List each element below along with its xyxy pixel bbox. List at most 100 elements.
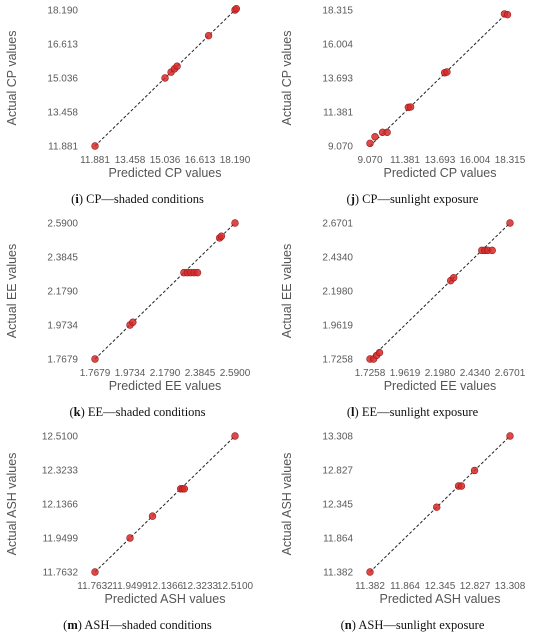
y-tick-label: 2.6701 bbox=[322, 219, 353, 230]
y-axis-title: Actual EE values bbox=[5, 244, 19, 339]
x-tick-label: 12.345 bbox=[425, 581, 456, 592]
x-tick-label: 2.4340 bbox=[460, 368, 491, 379]
x-tick-label: 1.9619 bbox=[390, 368, 421, 379]
y-tick-label: 2.4340 bbox=[322, 253, 353, 264]
x-axis-title: Predicted ASH values bbox=[105, 592, 226, 606]
caption-tag-n: n bbox=[344, 618, 352, 632]
data-point bbox=[217, 232, 226, 240]
data-point bbox=[204, 31, 213, 40]
caption-l: (l) EE—sunlight exposure bbox=[346, 405, 479, 419]
y-tick-label: 2.1980 bbox=[322, 286, 353, 297]
caption-n: (n) ASH—sunlight exposure bbox=[340, 618, 485, 632]
data-point bbox=[506, 219, 514, 227]
caption-text-l: EE—sunlight exposure bbox=[361, 405, 479, 419]
data-point bbox=[232, 5, 241, 13]
x-tick-label: 11.381 bbox=[390, 155, 420, 166]
y-tick-label: 1.7679 bbox=[47, 355, 78, 366]
data-point bbox=[383, 128, 391, 137]
y-tick-label: 13.458 bbox=[47, 108, 78, 119]
data-point bbox=[503, 10, 512, 19]
y-tick-label: 2.5900 bbox=[47, 219, 78, 230]
panel-j: 9.070 9.070 11.381 11.381 13.693 13.693 16.004… bbox=[275, 0, 550, 213]
caption-m: (m) ASH—shaded conditions bbox=[63, 618, 212, 632]
panel-m: 11.7632 11.7632 11.9499 11.9499 12.1366 12.13… bbox=[0, 426, 275, 639]
y-tick-label: 13.308 bbox=[322, 432, 353, 443]
data-point bbox=[457, 482, 466, 490]
x-tick-label: 11.881 bbox=[80, 155, 110, 166]
y-tick-label: 16.613 bbox=[47, 39, 78, 50]
x-tick-label: 16.004 bbox=[460, 155, 491, 166]
data-point bbox=[91, 142, 99, 150]
x-tick-label: 12.1366 bbox=[147, 581, 184, 592]
x-tick-label: 9.070 bbox=[357, 155, 382, 166]
data-point bbox=[443, 68, 451, 76]
caption-text-i: CP—shaded conditions bbox=[86, 192, 204, 206]
fit-line bbox=[369, 222, 511, 360]
fit-line bbox=[94, 222, 236, 360]
y-axis-title: Actual CP values bbox=[280, 31, 294, 126]
y-tick-label: 16.004 bbox=[322, 39, 353, 50]
x-tick-label: 2.5900 bbox=[220, 368, 251, 379]
x-tick-label: 13.458 bbox=[115, 155, 146, 166]
x-tick-label: 2.1980 bbox=[425, 368, 456, 379]
y-tick-label: 15.036 bbox=[47, 73, 78, 84]
caption-text-m: ASH—shaded conditions bbox=[84, 618, 212, 632]
caption-k: (k) EE—shaded conditions bbox=[69, 405, 206, 419]
caption-i: (i) CP—shaded conditions bbox=[71, 192, 204, 206]
x-tick-label: 1.7258 bbox=[355, 368, 386, 379]
fit-line bbox=[369, 9, 511, 147]
y-tick-label: 11.382 bbox=[323, 568, 353, 579]
y-tick-label: 2.1790 bbox=[47, 286, 78, 297]
data-point bbox=[231, 219, 239, 227]
y-tick-label: 2.3845 bbox=[47, 252, 78, 263]
data-point bbox=[470, 466, 479, 475]
x-tick-label: 12.3233 bbox=[182, 581, 219, 592]
x-axis-title: Predicted EE values bbox=[384, 379, 497, 393]
data-point bbox=[406, 103, 415, 111]
x-tick-label: 11.382 bbox=[355, 581, 385, 592]
x-tick-label: 2.6701 bbox=[495, 368, 526, 379]
data-point bbox=[91, 355, 99, 363]
data-point bbox=[366, 139, 374, 148]
data-point bbox=[148, 512, 157, 520]
chart-m: 11.763211.763211.949911.949912.136612.13… bbox=[5, 432, 254, 607]
caption-tag-k: k bbox=[73, 405, 81, 419]
x-axis-title: Predicted EE values bbox=[109, 379, 222, 393]
data-point bbox=[91, 568, 99, 576]
x-tick-label: 2.3845 bbox=[185, 368, 216, 379]
y-tick-label: 9.070 bbox=[328, 142, 353, 153]
x-tick-label: 15.036 bbox=[150, 155, 181, 166]
data-point bbox=[193, 268, 202, 277]
y-tick-label: 11.7632 bbox=[43, 568, 79, 579]
y-axis-title: Actual EE values bbox=[280, 244, 294, 339]
y-axis-title: Actual ASH values bbox=[280, 453, 294, 556]
panel-i: 11.881 11.881 13.458 13.458 15.036 15.036 16.6… bbox=[0, 0, 275, 213]
fit-line bbox=[369, 435, 511, 573]
caption-j: (j) CP—sunlight exposure bbox=[346, 192, 479, 206]
data-point bbox=[375, 348, 384, 357]
y-tick-label: 12.3233 bbox=[42, 466, 79, 477]
chart-j: 9.070 9.070 11.381 11.381 13.693 13.693 16.004… bbox=[280, 6, 526, 181]
data-point bbox=[371, 133, 379, 141]
y-tick-label: 18.190 bbox=[47, 6, 78, 17]
panel-n: 11.382 11.382 11.864 11.864 12.345 12.345 12.8… bbox=[275, 426, 550, 639]
fit-line bbox=[94, 435, 236, 573]
x-axis-title: Predicted ASH values bbox=[380, 592, 501, 606]
y-tick-label: 12.345 bbox=[322, 500, 353, 511]
y-tick-label: 11.881 bbox=[48, 142, 78, 153]
y-axis-title: Actual ASH values bbox=[5, 453, 19, 556]
y-tick-label: 1.7258 bbox=[322, 355, 353, 366]
x-tick-label: 11.7632 bbox=[77, 581, 113, 592]
y-tick-label: 13.693 bbox=[322, 73, 353, 84]
y-tick-label: 18.315 bbox=[322, 6, 353, 17]
caption-tag-m: m bbox=[67, 618, 78, 632]
y-tick-label: 11.864 bbox=[323, 533, 353, 544]
x-tick-label: 13.693 bbox=[425, 155, 456, 166]
x-tick-label: 1.9734 bbox=[115, 368, 146, 379]
x-tick-label: 2.1790 bbox=[150, 368, 181, 379]
